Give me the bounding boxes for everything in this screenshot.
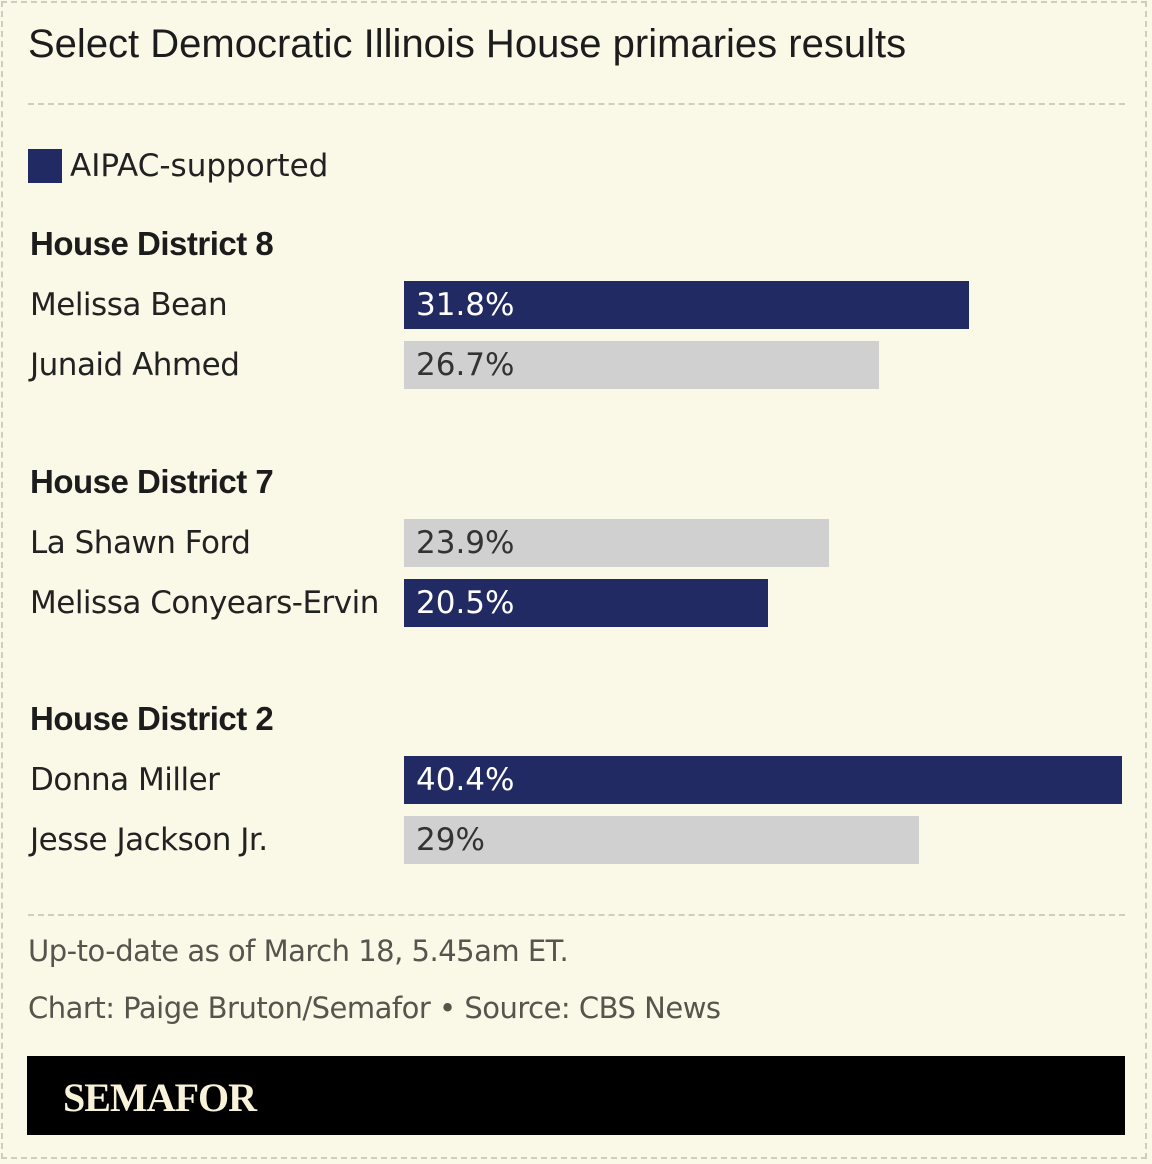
bar-value-label: 31.8% [416, 287, 515, 323]
candidate-name: Melissa Bean [30, 287, 228, 323]
bar [404, 756, 1122, 804]
legend-swatch [28, 149, 62, 183]
bar [404, 341, 879, 389]
legend: AIPAC-supported [28, 148, 328, 184]
candidate-name: Jesse Jackson Jr. [30, 822, 268, 858]
brand-bar: SEMAFOR [27, 1056, 1125, 1135]
bar-value-label: 23.9% [416, 524, 515, 561]
footer-note: Up-to-date as of March 18, 5.45am ET. [28, 934, 569, 968]
bar-value-label: 29% [416, 822, 485, 858]
semafor-logo: SEMAFOR [63, 1075, 257, 1120]
bar-value-label: 20.5% [416, 584, 515, 621]
candidate-name: Junaid Ahmed [30, 347, 240, 383]
bar [404, 281, 970, 329]
candidate-name: Melissa Conyears-Ervin [30, 584, 379, 621]
bar-value-label: 26.7% [416, 347, 515, 383]
district-heading: House District 7 [30, 462, 274, 500]
chart-title: Select Democratic Illinois House primari… [28, 22, 907, 66]
legend-label: AIPAC-supported [70, 148, 329, 184]
district-heading: House District 2 [30, 700, 274, 737]
candidate-name: Donna Miller [30, 762, 220, 798]
footer-credit: Chart: Paige Bruton/Semafor • Source: CB… [28, 991, 721, 1025]
district-heading: House District 8 [30, 225, 274, 262]
bar [404, 518, 829, 567]
bar [404, 816, 920, 864]
bar-value-label: 40.4% [416, 762, 515, 798]
bar [404, 578, 769, 627]
candidate-name: La Shawn Ford [30, 524, 251, 561]
divider [28, 914, 1125, 916]
divider [28, 103, 1125, 105]
